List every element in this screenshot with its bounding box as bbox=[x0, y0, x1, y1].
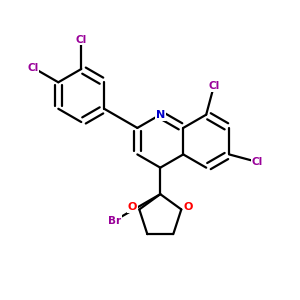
Text: Cl: Cl bbox=[27, 63, 38, 73]
Text: O: O bbox=[128, 202, 137, 212]
Text: Cl: Cl bbox=[208, 81, 220, 91]
Text: Cl: Cl bbox=[76, 34, 87, 45]
Text: N: N bbox=[156, 110, 165, 120]
Text: O: O bbox=[184, 202, 193, 212]
Text: Br: Br bbox=[108, 216, 121, 226]
Text: Cl: Cl bbox=[252, 157, 263, 167]
